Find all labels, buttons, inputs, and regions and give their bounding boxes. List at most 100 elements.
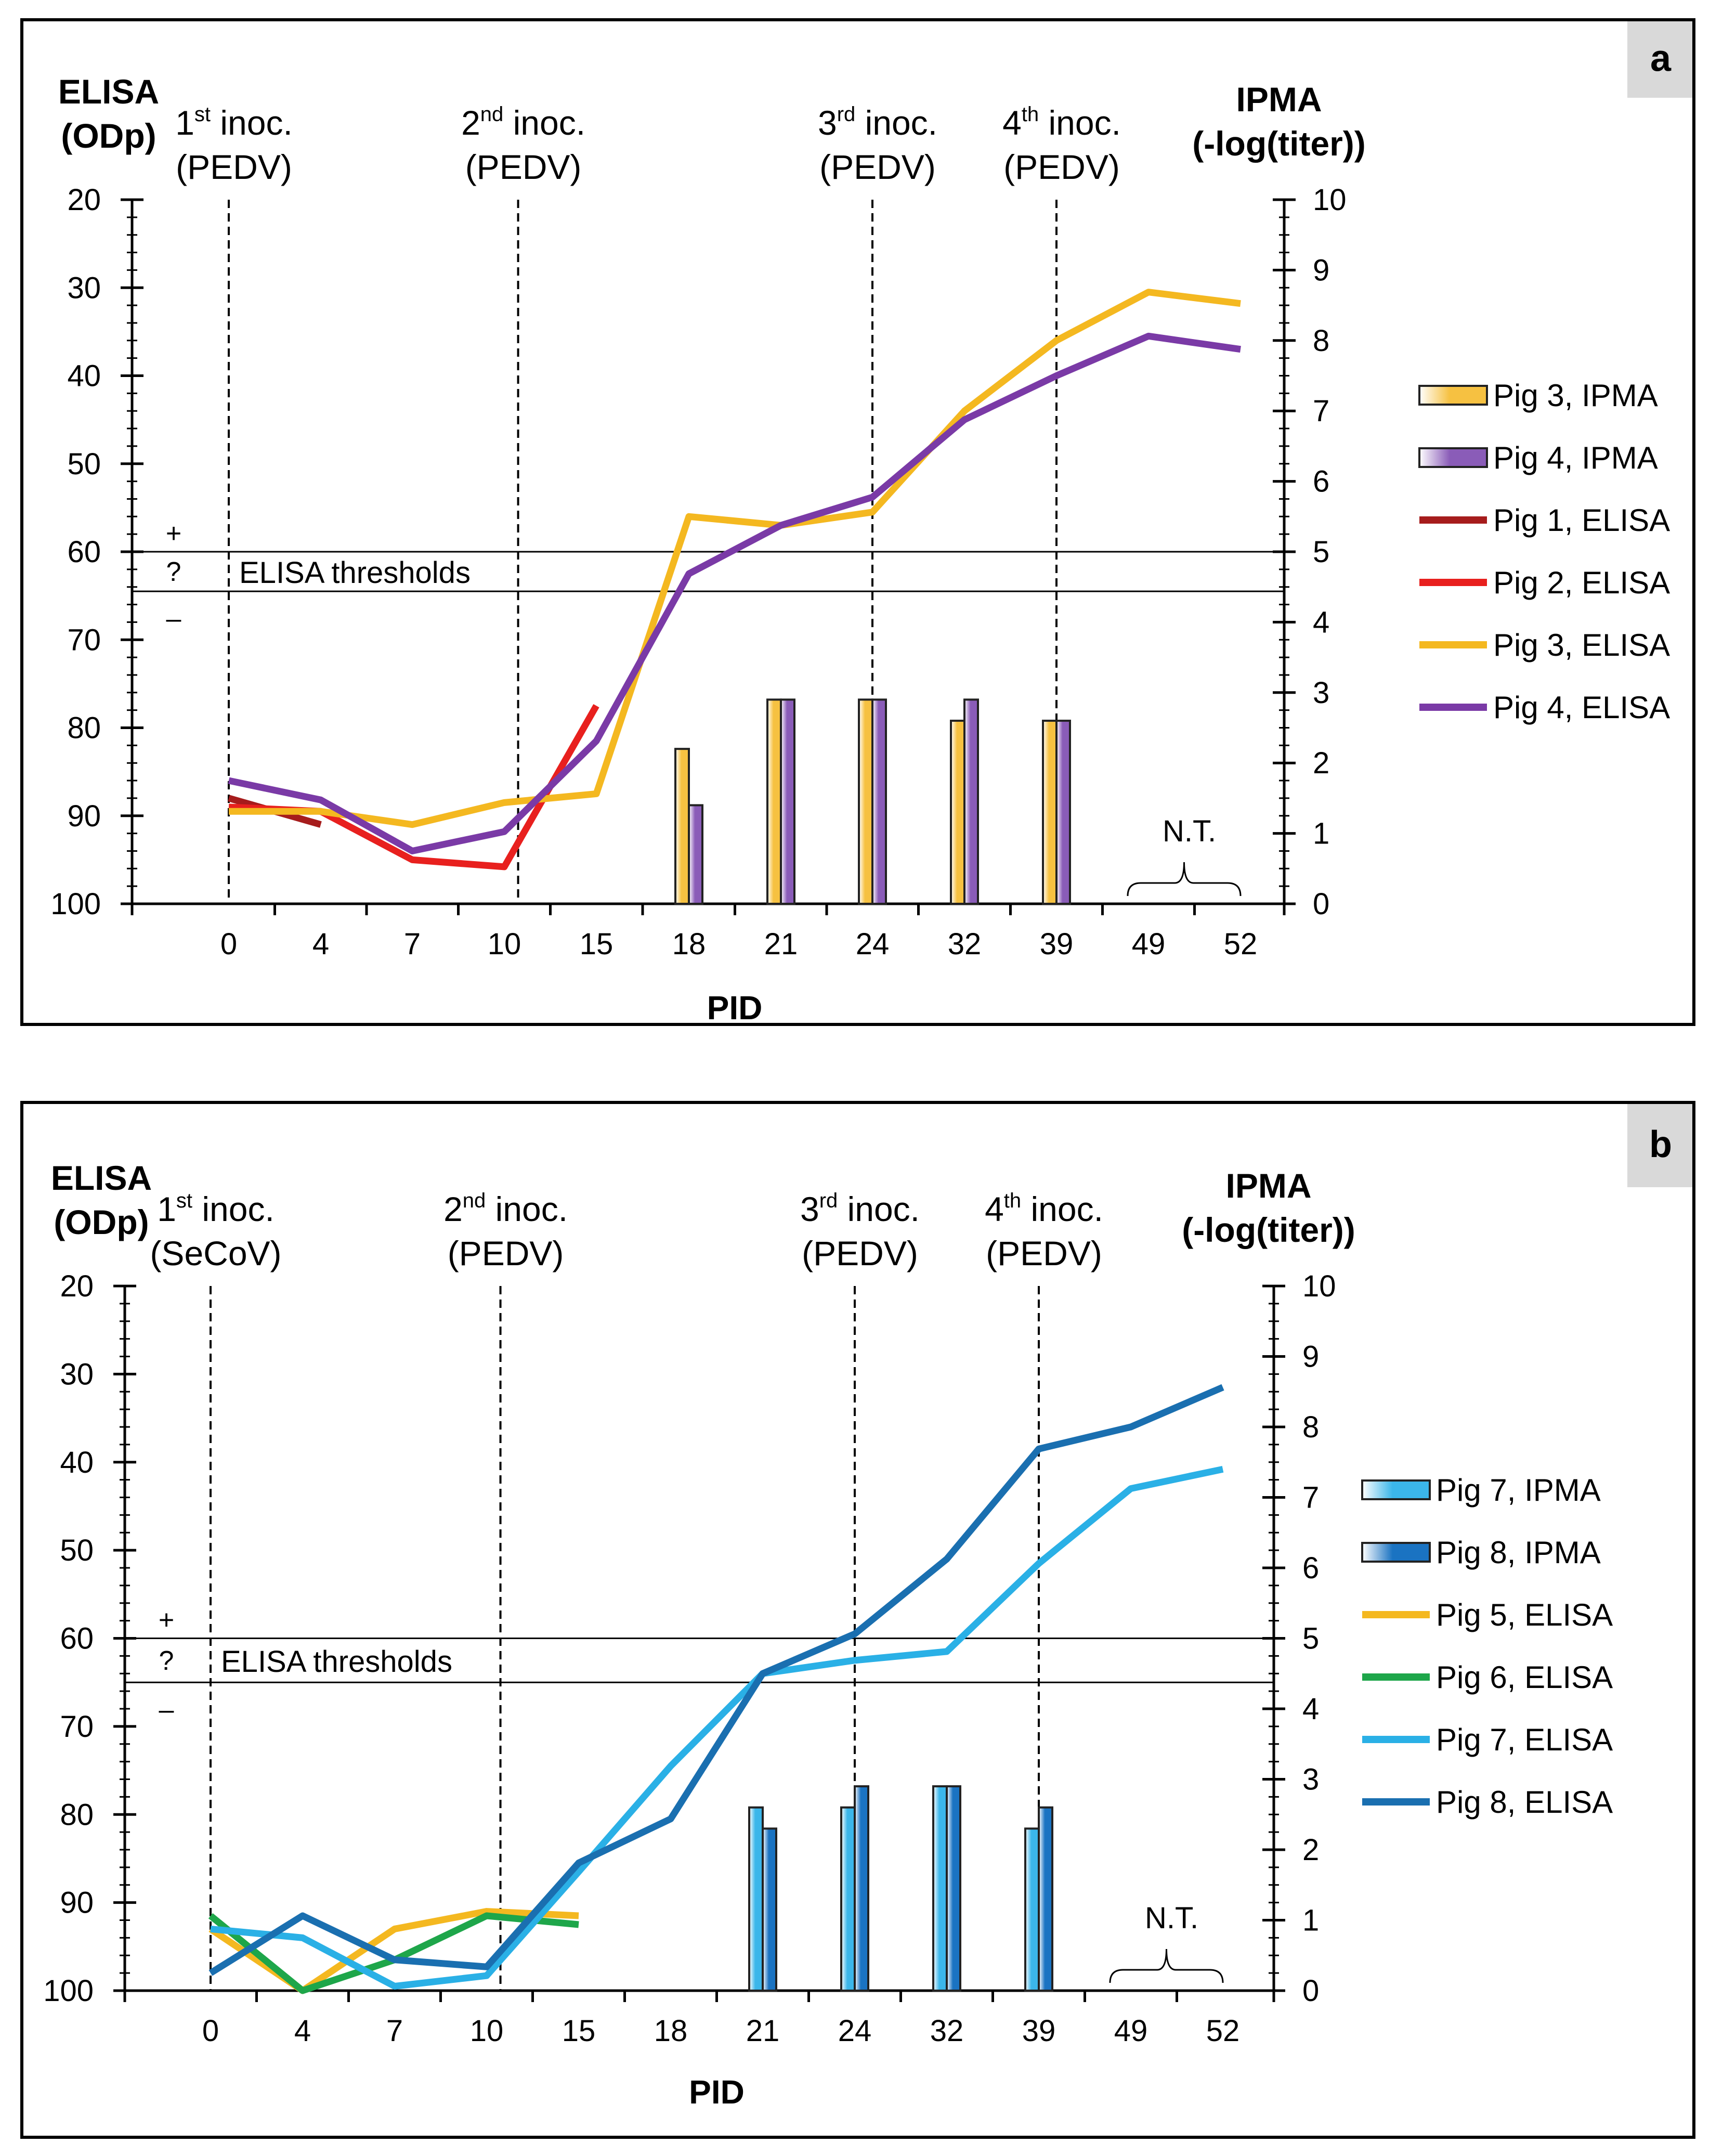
legend-swatch-bar [1418,385,1488,406]
left-tick-label: 90 [60,1886,94,1920]
legend-label: Pig 2, ELISA [1493,565,1670,600]
bar-pig-4-ipma [688,804,703,905]
x-tick-label: 4 [294,2014,311,2048]
left-tick-label: 20 [60,1269,94,1303]
chart-panel-a: aELISA(ODp)IPMA(-log(titer))PID203040506… [20,18,1695,1027]
inoculation-word: inoc. [1021,1190,1103,1228]
left-tick-label: 50 [67,447,101,481]
x-axis-title: PID [689,2073,745,2111]
left-tick-label: 60 [60,1622,94,1656]
x-tick-label: 18 [672,927,706,961]
legend-label: Pig 1, ELISA [1493,503,1670,538]
right-tick-label: 3 [1302,1763,1319,1797]
inoculation-ordinal: 4 [985,1190,1004,1228]
right-tick-label: 5 [1313,535,1329,569]
bar-pig-7-ipma [748,1806,764,1992]
right-tick-label: 8 [1302,1410,1319,1444]
x-tick-label: 10 [470,2014,504,2048]
left-axis-title-line1: ELISA [51,1159,152,1197]
inoculation-label: 1st inoc. [157,1189,275,1228]
legend-label: Pig 4, ELISA [1493,690,1670,725]
inoculation-word: inoc. [486,1190,568,1228]
inoculation-ordinal: 1 [157,1190,176,1228]
right-tick-label: 0 [1313,887,1329,921]
left-tick-label: 70 [67,623,101,657]
not-tested-label: N.T. [1145,1901,1198,1935]
chart-panel-b: bELISA(ODp)IPMA(-log(titer))PID203040506… [20,1101,1695,2139]
x-tick-label: 39 [1040,927,1074,961]
line-pig-8-elisa [208,1384,1224,1976]
right-axis-title-line2: (-log(titer)) [1192,124,1366,163]
bar-pig-4-ipma [963,698,979,905]
inoculation-label: 3rd inoc. [800,1189,920,1228]
x-tick-label: 0 [202,2014,219,2048]
legend-label: Pig 5, ELISA [1436,1597,1613,1632]
not-tested-bracket [1127,862,1242,897]
bar-pig-4-ipma [780,698,795,905]
left-tick-label: 90 [67,799,101,833]
left-tick-label: 30 [60,1357,94,1391]
inoculation-ordinal-suffix: nd [480,103,504,126]
x-axis-title: PID [707,989,763,1027]
panel-label: b [1649,1124,1672,1165]
right-tick-label: 2 [1302,1833,1319,1867]
right-tick-label: 0 [1302,1974,1319,2008]
inoculation-virus: (PEDV) [819,148,936,186]
inoculation-label: 2nd inoc. [443,1189,568,1228]
x-tick-label: 15 [580,927,614,961]
x-tick-label: 21 [746,2014,780,2048]
x-tick-label: 21 [764,927,798,961]
left-tick-label: 40 [67,359,101,393]
left-tick-label: 60 [67,535,101,569]
inoculation-ordinal-suffix: rd [819,1189,838,1212]
x-tick-label: 10 [488,927,521,961]
x-tick-label: 7 [386,2014,403,2048]
line-pig-4-elisa [228,332,1241,854]
threshold-label: ELISA thresholds [221,1645,452,1679]
x-tick-label: 49 [1132,927,1166,961]
x-tick-label: 32 [930,2014,964,2048]
threshold-question: ? [166,557,181,587]
inoculation-virus: (PEDV) [802,1234,918,1272]
legend-swatch-bar [1361,1542,1431,1563]
left-tick-label: 50 [60,1534,94,1567]
right-tick-label: 2 [1313,746,1329,780]
inoculation-word: inoc. [211,103,293,142]
right-tick-label: 9 [1302,1340,1319,1374]
inoculation-label: 3rd inoc. [818,103,937,142]
bar-pig-3-ipma [674,748,690,905]
legend-label: Pig 4, IPMA [1493,440,1658,475]
line-pig-7-elisa [210,1465,1224,1990]
bar-pig-3-ipma [766,698,782,905]
legend-label: Pig 3, ELISA [1493,628,1670,663]
inoculation-virus: (PEDV) [986,1234,1102,1272]
x-tick-label: 18 [654,2014,688,2048]
legend-label: Pig 7, ELISA [1436,1722,1613,1757]
right-tick-label: 4 [1313,605,1329,639]
bar-pig-3-ipma [1042,719,1058,905]
inoculation-ordinal: 2 [461,103,480,142]
legend: Pig 3, IPMA Pig 4, IPMA Pig 1, ELISA Pig 2,… [1418,378,1670,725]
x-tick-label: 39 [1022,2014,1056,2048]
bar-pig-8-ipma [854,1785,869,1992]
threshold-label: ELISA thresholds [239,556,471,590]
x-tick-label: 49 [1114,2014,1148,2048]
bar-pig-4-ipma [871,698,887,905]
right-tick-label: 7 [1302,1481,1319,1515]
inoculation-word: inoc. [838,1190,920,1228]
left-tick-label: 100 [50,887,101,921]
right-tick-label: 7 [1313,394,1329,428]
x-tick-label: 7 [404,927,421,961]
right-tick-label: 5 [1302,1622,1319,1656]
inoculation-ordinal-suffix: th [1004,1189,1021,1212]
right-axis-title-line1: IPMA [1236,80,1322,119]
bar-pig-3-ipma [858,698,873,905]
right-tick-label: 6 [1313,465,1329,499]
threshold-minus: – [166,604,181,634]
left-axis-title-line2: (ODp) [54,1203,149,1241]
inoculation-label: 4th inoc. [1002,103,1121,142]
inoculation-ordinal-suffix: st [176,1189,192,1212]
right-tick-label: 10 [1302,1269,1336,1303]
left-tick-label: 80 [67,711,101,745]
panel-label-box [1627,1104,1692,1187]
